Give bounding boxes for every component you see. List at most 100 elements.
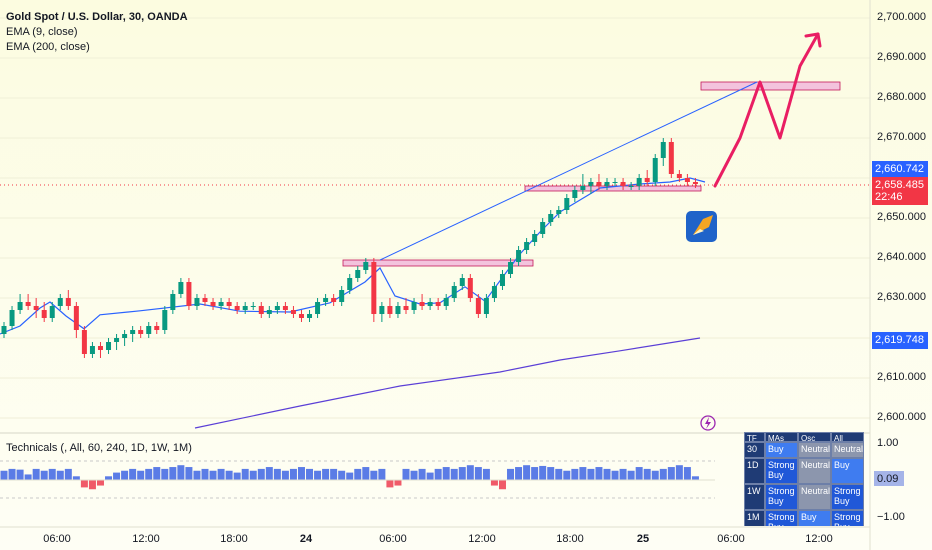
symbol-title[interactable]: Gold Spot / U.S. Dollar, 30, OANDA (6, 11, 188, 23)
technicals-bar (113, 472, 121, 480)
candle-body (307, 314, 313, 318)
trade-idea-icon[interactable] (686, 211, 717, 242)
candle-body (194, 298, 200, 306)
time-tick-label: 18:00 (220, 533, 248, 545)
technicals-bar (498, 480, 506, 490)
candle-body (170, 294, 176, 310)
technicals-bar (675, 465, 683, 480)
candle-body (97, 346, 103, 350)
candle-body (242, 306, 248, 310)
ema9-legend[interactable]: EMA (9, close) (6, 26, 78, 38)
technicals-bar (80, 480, 88, 488)
technicals-bar (64, 468, 72, 480)
technicals-bar (346, 472, 354, 480)
candle-body (532, 234, 538, 242)
osc-value-tag: 0.09 (874, 471, 904, 486)
technicals-bar (651, 470, 659, 480)
ema200-legend[interactable]: EMA (200, close) (6, 41, 90, 53)
supply-zone (700, 81, 841, 91)
osc-scale-top: 1.00 (877, 437, 899, 449)
ema9-line (0, 177, 706, 335)
candle-body (684, 178, 690, 182)
candle-body (25, 302, 31, 306)
technicals-bar (297, 467, 305, 480)
candle-body (491, 286, 497, 298)
technicals-bar (547, 467, 555, 480)
candle-body (692, 182, 698, 184)
candle-body (282, 306, 288, 310)
price-tick-label: 2,610.000 (877, 371, 926, 383)
candle-body (451, 286, 457, 298)
technicals-bar (96, 480, 104, 486)
technicals-bar (370, 470, 378, 480)
technicals-bar (378, 468, 386, 480)
technicals-bar (643, 468, 651, 480)
candle-body (475, 298, 481, 314)
technicals-bar (611, 470, 619, 480)
candle-body (676, 174, 682, 178)
tech-row-1w: 1W Strong Buy Neutral Strong Buy (744, 484, 864, 510)
lightning-icon[interactable] (700, 415, 716, 431)
time-tick-label: 18:00 (556, 533, 584, 545)
tech-table-header: TF MAs Osc All (744, 432, 864, 442)
tech-tf: 30 (744, 442, 765, 458)
technicals-bar (153, 467, 161, 480)
time-tick-label: 06:00 (379, 533, 407, 545)
candle-body (33, 306, 39, 310)
technicals-bar (330, 468, 338, 480)
technicals-bar (177, 465, 185, 480)
candle-body (154, 326, 160, 330)
technicals-bar (482, 468, 490, 480)
tech-osc: Neutral (798, 484, 831, 510)
candle-body (564, 198, 570, 210)
candle-body (331, 298, 337, 302)
candle-body (604, 182, 610, 186)
tech-all: Strong Buy (831, 510, 864, 526)
technicals-bar (281, 470, 289, 480)
technicals-bar (8, 468, 16, 480)
technicals-bar (579, 467, 587, 480)
technicals-bar (659, 468, 667, 480)
price-tick-label: 2,690.000 (877, 51, 926, 63)
tech-tf: 1D (744, 458, 765, 484)
candle-body (1, 326, 7, 334)
technicals-bar (265, 467, 273, 480)
technicals-bar (635, 467, 643, 480)
candle-body (114, 338, 120, 342)
tech-osc: Buy (798, 510, 831, 526)
tech-osc: Neutral (798, 458, 831, 484)
chart-legend: Gold Spot / U.S. Dollar, 30, OANDA EMA (… (6, 10, 188, 55)
technicals-bar (209, 470, 217, 480)
candle-body (636, 178, 642, 186)
candle-body (298, 314, 304, 318)
technicals-bar (48, 468, 56, 480)
technicals-bar (56, 470, 64, 480)
candle-body (210, 302, 216, 306)
technicals-legend[interactable]: Technicals (, All, 60, 240, 1D, 1W, 1M) (6, 442, 192, 454)
technicals-bar (595, 467, 603, 480)
ema200-price-tag: 2,619.748 (872, 332, 928, 349)
candle-body (226, 302, 232, 306)
technicals-bar (217, 468, 225, 480)
candle-body (483, 298, 489, 314)
technicals-bar (193, 470, 201, 480)
technicals-bar (338, 470, 346, 480)
candle-body (138, 330, 144, 334)
candle-body (73, 306, 79, 330)
candle-body (106, 342, 112, 350)
candle-body (371, 262, 377, 314)
candle-body (524, 242, 530, 250)
tech-header-osc: Osc (798, 432, 831, 442)
technicals-bar (603, 468, 611, 480)
tech-header-tf: TF (744, 432, 765, 442)
candle-body (339, 290, 345, 302)
candle-body (644, 178, 650, 182)
technicals-bar (354, 468, 362, 480)
candle-body (89, 346, 95, 354)
candle-body (572, 190, 578, 198)
candle-body (596, 182, 602, 186)
candle-body (57, 298, 63, 306)
technicals-bar (386, 480, 394, 488)
